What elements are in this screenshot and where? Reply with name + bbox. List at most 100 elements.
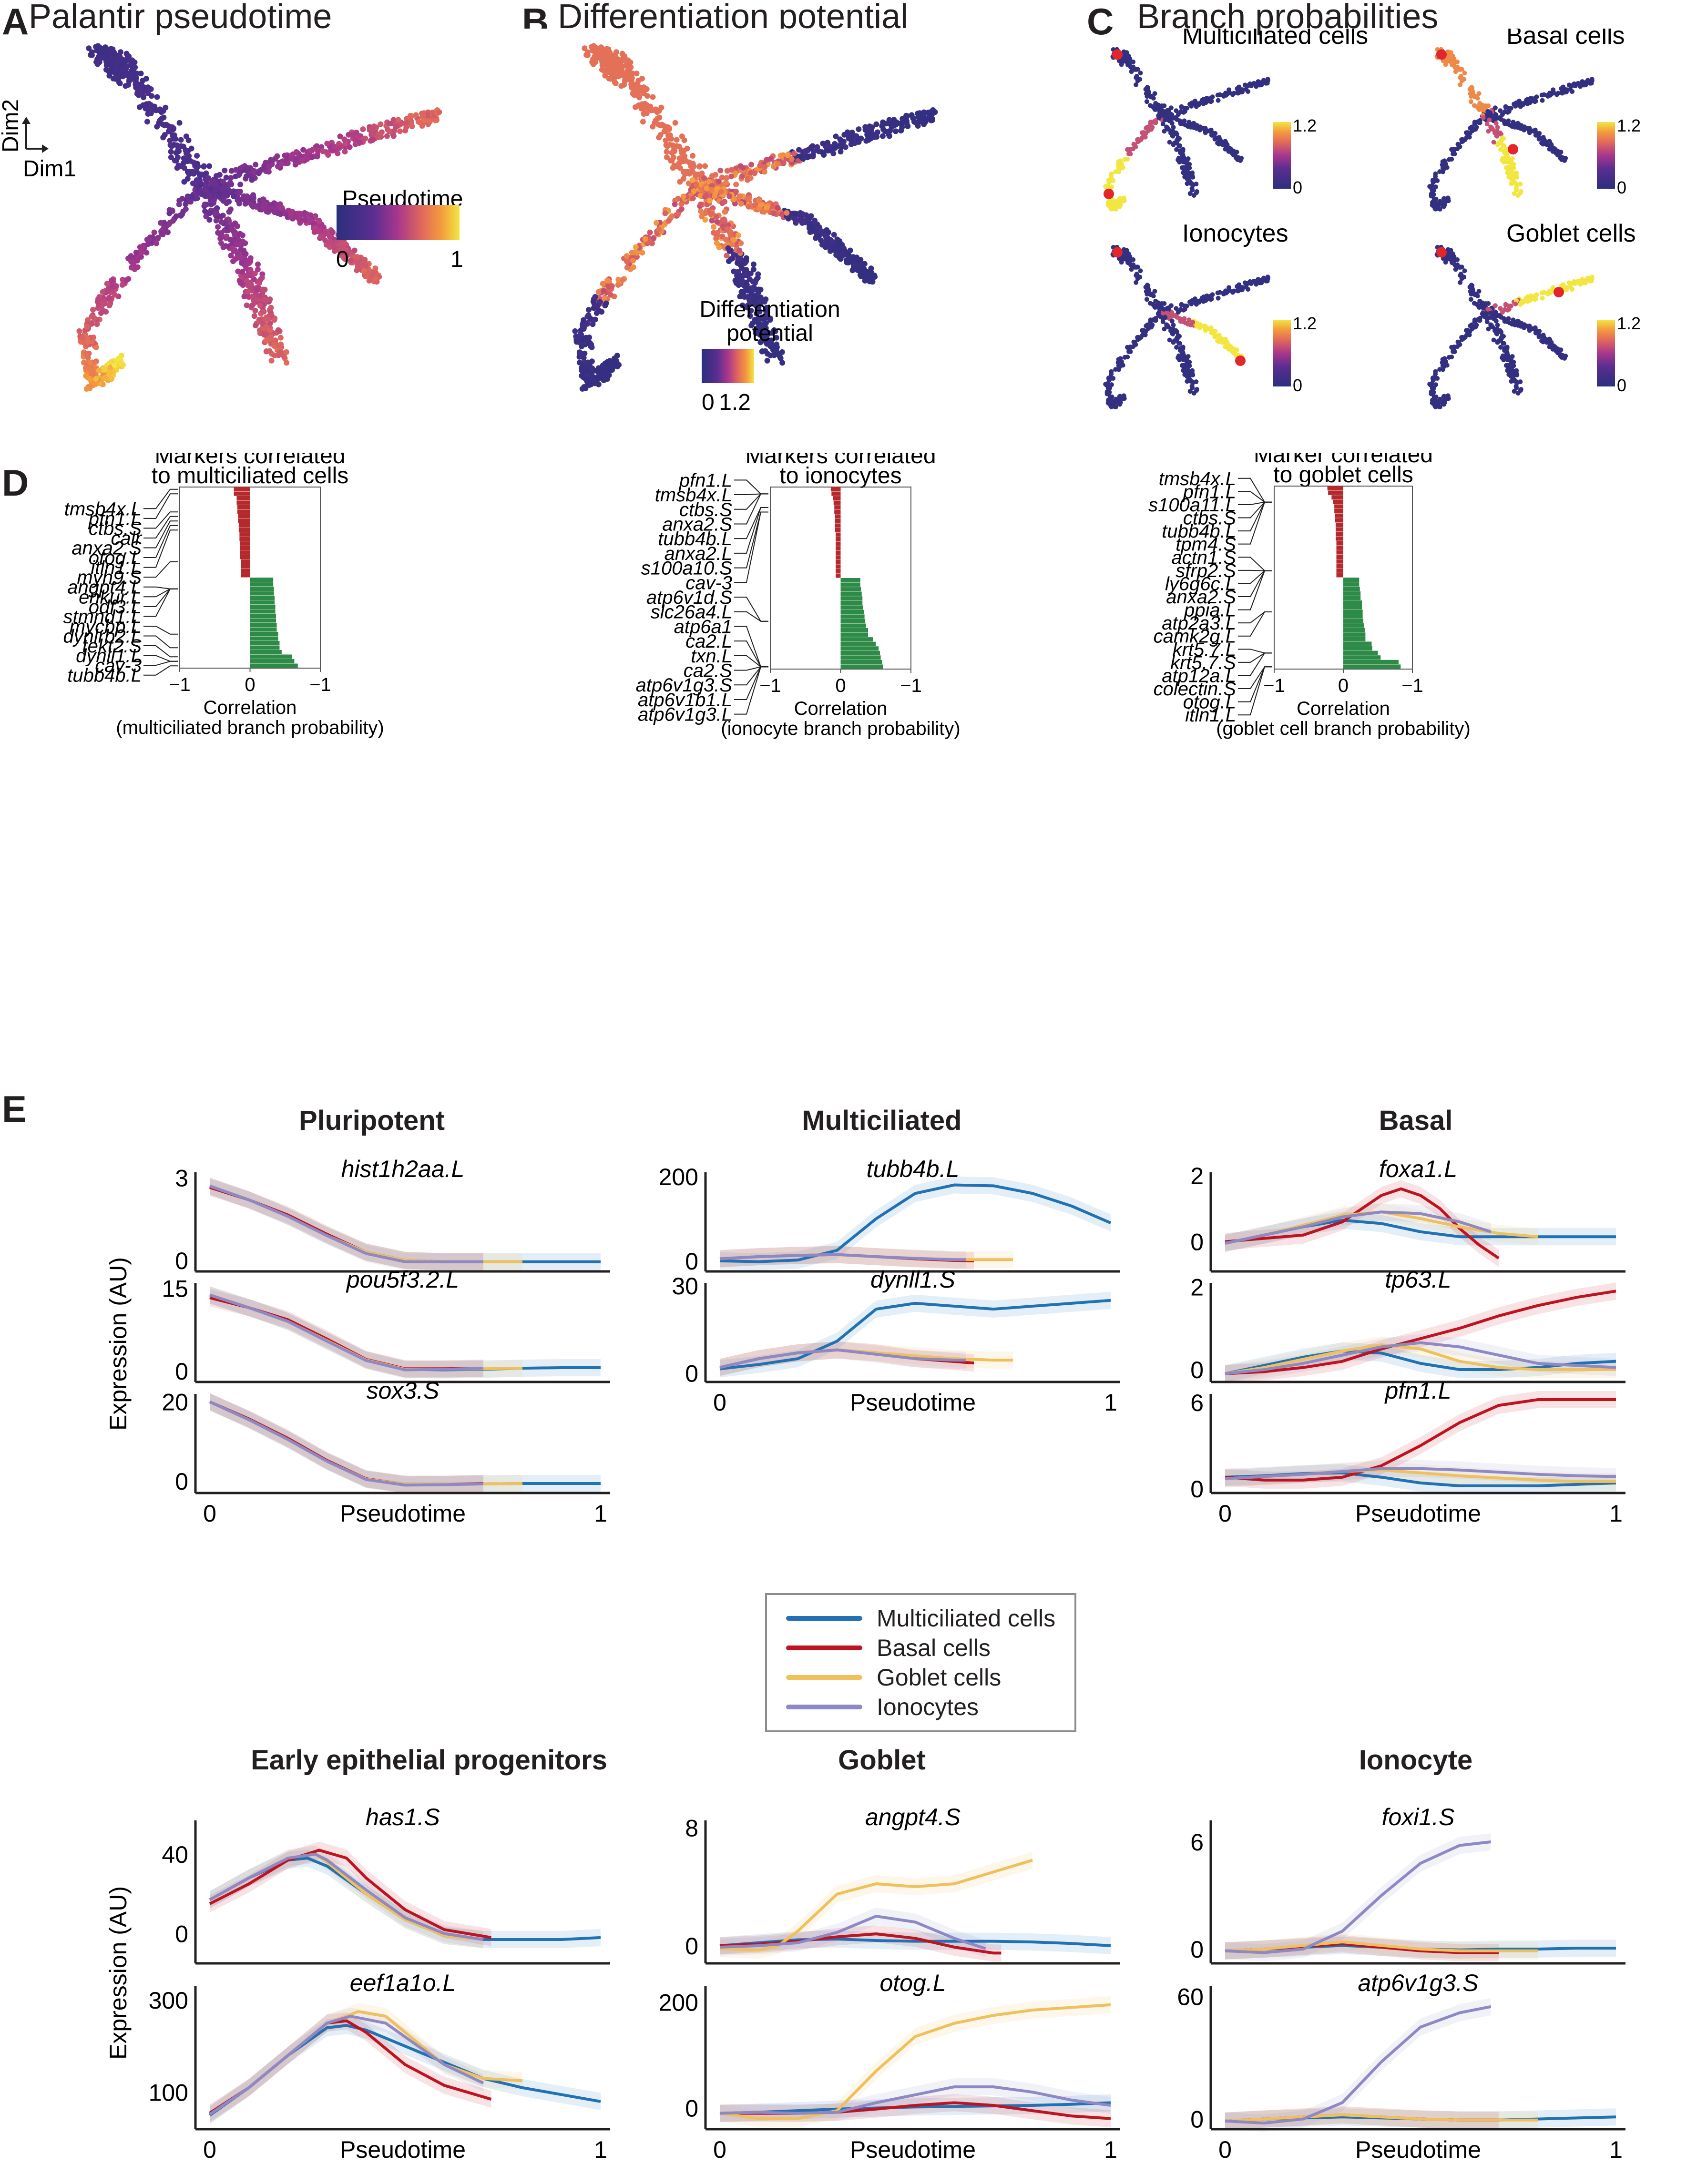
cell-point: [206, 163, 213, 169]
cell-point: [1514, 122, 1520, 127]
cell-point: [327, 234, 333, 240]
cell-point: [886, 117, 892, 123]
cell-point: [1511, 363, 1516, 368]
cell-point: [725, 245, 731, 251]
cell-point: [1179, 302, 1184, 307]
cell-point: [1109, 372, 1114, 377]
cell-point: [775, 161, 781, 167]
cell-point: [1519, 123, 1524, 128]
cell-point: [243, 265, 249, 271]
cell-point: [809, 143, 816, 149]
cell-point: [1505, 169, 1511, 174]
cell-point: [832, 145, 838, 151]
cell-point: [220, 178, 226, 184]
cell-point: [253, 162, 259, 168]
cell-point: [820, 151, 827, 157]
cell-point: [711, 224, 717, 230]
cell-point: [235, 236, 242, 243]
cell-point: [1177, 334, 1182, 339]
cell-point: [850, 263, 857, 269]
cell-point: [256, 293, 263, 299]
cell-point: [331, 244, 337, 250]
cell-point: [154, 94, 160, 100]
cell-point: [1511, 162, 1516, 167]
cell-point: [1148, 94, 1153, 100]
cell-point: [650, 123, 656, 130]
cell-point: [1131, 146, 1136, 152]
cell-point: [1506, 118, 1511, 123]
cell-point: [664, 149, 670, 155]
cell-point: [1512, 191, 1517, 196]
cell-point: [932, 109, 938, 115]
cell-point: [845, 132, 851, 138]
cell-point: [601, 288, 607, 294]
cell-point: [689, 177, 695, 183]
cell-point: [1207, 129, 1213, 134]
cell-point: [1161, 306, 1166, 312]
cell-point: [314, 143, 320, 149]
cell-point: [273, 203, 279, 209]
cell-point: [827, 244, 833, 250]
cell-point: [1176, 155, 1181, 161]
cell-point: [582, 45, 588, 51]
cell-point: [1105, 203, 1111, 208]
cell-point: [1191, 391, 1196, 396]
cell-point: [791, 210, 797, 216]
cell-point: [227, 236, 233, 243]
cell-point: [740, 165, 746, 171]
cell-point: [713, 235, 719, 242]
cell-point: [238, 260, 245, 266]
cell-point: [1511, 359, 1516, 365]
cell-point: [1226, 346, 1231, 352]
cell-point: [1184, 176, 1189, 181]
cell-point: [911, 119, 918, 125]
cell-point: [123, 51, 130, 57]
cell-point: [639, 101, 645, 107]
cell-point: [1223, 344, 1228, 349]
cell-point: [1528, 95, 1533, 101]
cell-point: [697, 201, 704, 207]
cell-point: [245, 293, 251, 299]
cell-point: [416, 119, 422, 125]
cell-point: [1568, 83, 1573, 88]
cell-point: [1126, 349, 1132, 354]
cell-point: [244, 302, 250, 308]
cell-point: [425, 118, 431, 124]
cell-point: [1191, 193, 1196, 198]
dim1-label: Dim1: [23, 156, 76, 182]
cell-point: [1458, 82, 1463, 87]
cell-point: [587, 315, 593, 321]
cell-point: [739, 278, 745, 284]
cell-point: [678, 158, 685, 164]
cell-point: [176, 201, 182, 207]
cell-point: [747, 313, 753, 319]
cell-point: [755, 320, 761, 326]
cell-point: [1176, 353, 1181, 358]
cell-point: [233, 173, 239, 180]
cell-point: [223, 174, 229, 181]
cell-point: [847, 247, 853, 254]
cell-point: [160, 226, 166, 233]
cell-point: [208, 185, 214, 192]
cell-point: [1236, 286, 1241, 291]
cell-point: [613, 49, 619, 55]
cell-point: [1172, 141, 1177, 146]
cell-point: [838, 141, 844, 147]
cell-point: [659, 122, 665, 128]
cell-point: [397, 128, 403, 134]
cell-point: [1477, 120, 1482, 125]
cell-point: [1236, 88, 1241, 93]
cell-point: [101, 299, 107, 305]
cell-point: [195, 188, 201, 194]
cell-point: [1179, 363, 1185, 368]
cell-point: [607, 362, 613, 368]
cell-point: [1457, 67, 1462, 72]
cell-point: [816, 148, 822, 154]
cell-point: [1506, 316, 1511, 321]
cell-point: [429, 110, 436, 116]
cell-point: [764, 157, 770, 163]
cell-point: [752, 293, 758, 299]
cell-point: [259, 274, 265, 281]
cell-point: [752, 280, 758, 286]
cell-point: [106, 72, 112, 79]
